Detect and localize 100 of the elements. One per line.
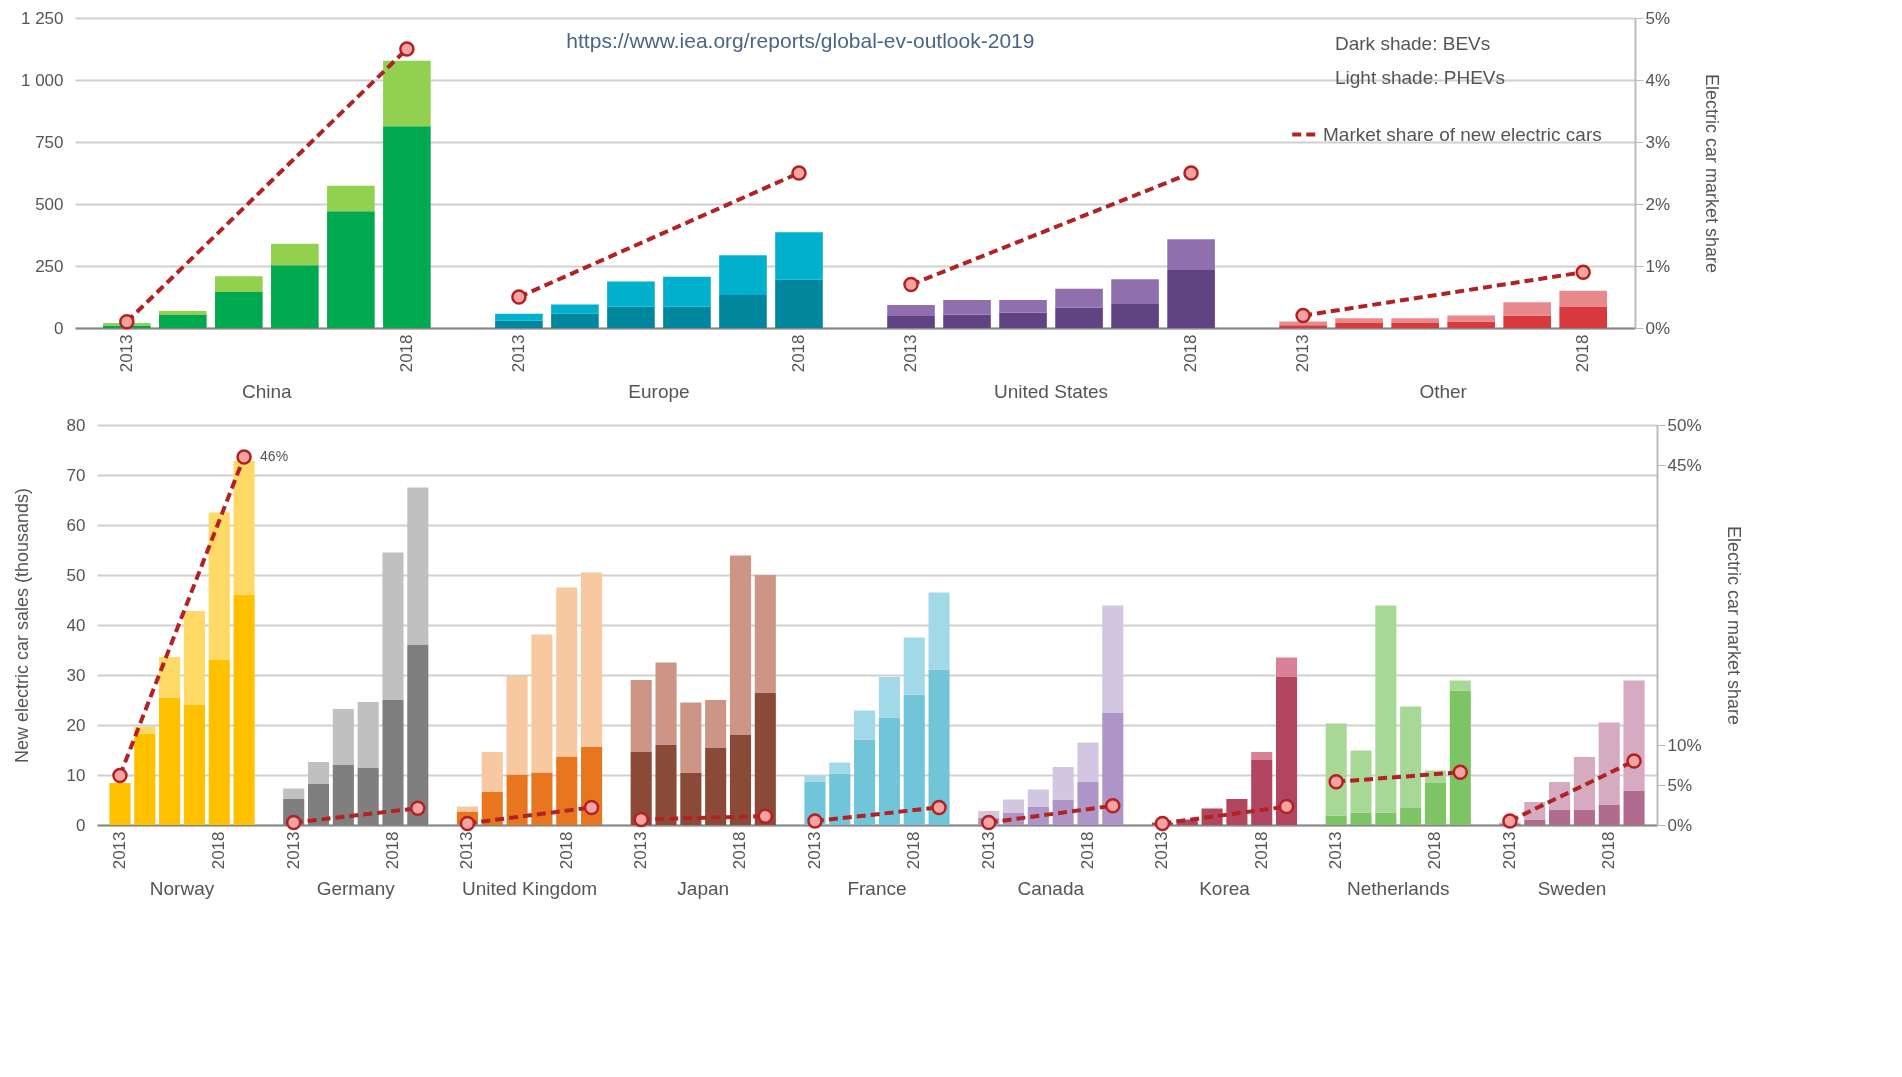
bar	[1111, 303, 1159, 328]
x-tick-label: 2018	[1251, 831, 1271, 870]
bar	[1598, 804, 1620, 825]
bar	[1375, 605, 1397, 813]
bar	[1052, 767, 1074, 800]
point	[1452, 764, 1469, 780]
bar	[159, 315, 207, 328]
y2-tick-label: 0%	[1667, 815, 1693, 835]
bar	[1623, 680, 1645, 791]
x-tick-label: 2013	[457, 831, 477, 870]
y-tick-label: 0	[76, 815, 86, 835]
point	[1183, 165, 1199, 181]
bar	[159, 697, 181, 825]
bar	[551, 313, 599, 328]
y2-tick-label: 0%	[1645, 318, 1671, 338]
text: Netherlands	[1347, 878, 1450, 899]
bar	[1111, 279, 1159, 304]
bar	[887, 304, 935, 317]
y-tick-label: 20	[66, 715, 86, 735]
text: United States	[994, 381, 1109, 402]
bar	[307, 762, 330, 784]
bar	[1325, 723, 1347, 816]
bar	[1350, 812, 1372, 825]
bar	[1279, 325, 1327, 328]
bar	[506, 774, 528, 825]
bar	[506, 676, 528, 775]
bar	[903, 694, 925, 825]
bar	[928, 669, 950, 825]
y-tick-label: 70	[66, 465, 86, 485]
bar	[1276, 657, 1298, 677]
bar	[233, 594, 255, 825]
y-tick-label: 1 000	[20, 70, 64, 90]
x-tick-label: 2018	[1573, 334, 1593, 373]
point	[410, 800, 426, 816]
point	[757, 808, 774, 824]
x-tick-label: 2018	[209, 831, 229, 870]
bar	[1503, 302, 1551, 316]
y2-tick-label: 5%	[1667, 775, 1693, 795]
x-tick-label: 2018	[556, 831, 576, 870]
point	[807, 813, 823, 829]
text: Norway	[149, 878, 215, 899]
annotation: Dark shade: BEVs	[1335, 33, 1491, 54]
bar	[829, 773, 851, 825]
bar	[1077, 742, 1099, 782]
bar	[1055, 307, 1103, 328]
bar	[663, 276, 711, 307]
x-tick-label: 2013	[804, 831, 824, 870]
bar	[1424, 783, 1447, 825]
point	[1278, 798, 1295, 815]
point	[1502, 813, 1518, 829]
bar	[556, 587, 578, 757]
bar	[233, 461, 255, 595]
bar	[581, 572, 603, 747]
bar	[1077, 781, 1099, 825]
bar	[382, 552, 404, 700]
bar	[1335, 318, 1383, 324]
point	[791, 165, 807, 181]
bar	[655, 745, 677, 825]
x-tick-label: 2018	[1425, 831, 1445, 870]
bar	[705, 700, 727, 748]
bar	[719, 295, 767, 328]
bar	[999, 312, 1047, 328]
x-tick-label: 2013	[1152, 831, 1172, 870]
bar	[943, 299, 991, 315]
y-tick-label: 60	[66, 515, 86, 535]
bar	[109, 783, 131, 825]
text: Japan	[677, 878, 730, 899]
bar	[775, 279, 823, 328]
point	[1105, 798, 1121, 814]
bar	[630, 680, 652, 752]
y-tick-label: 750	[35, 132, 64, 152]
bar	[1375, 812, 1397, 825]
x-tick-label: 2013	[1293, 334, 1313, 373]
bar	[854, 739, 876, 825]
y-tick-label: 0	[54, 318, 64, 338]
bar	[215, 276, 263, 293]
bar	[215, 292, 263, 328]
bar	[1449, 680, 1471, 691]
bar	[1559, 290, 1607, 307]
bar	[327, 185, 375, 212]
bar	[719, 255, 767, 296]
y-tick-label: 250	[35, 256, 64, 276]
bar	[1447, 315, 1495, 322]
bar	[383, 60, 431, 127]
point	[459, 815, 476, 832]
annotation: Light shade: PHEVs	[1335, 67, 1506, 88]
bar	[1573, 810, 1595, 825]
bar	[680, 702, 702, 773]
point	[1575, 264, 1591, 280]
y2-tick-label: 10%	[1667, 735, 1702, 755]
point	[1626, 753, 1642, 769]
y2-tick-label: 1%	[1645, 256, 1671, 276]
bar	[754, 575, 776, 693]
y-tick-label: 1 250	[20, 8, 64, 28]
bar	[854, 710, 876, 740]
bar	[878, 677, 900, 718]
point	[511, 289, 527, 305]
bar	[943, 314, 991, 328]
bar	[1350, 750, 1372, 813]
bar	[327, 211, 375, 328]
